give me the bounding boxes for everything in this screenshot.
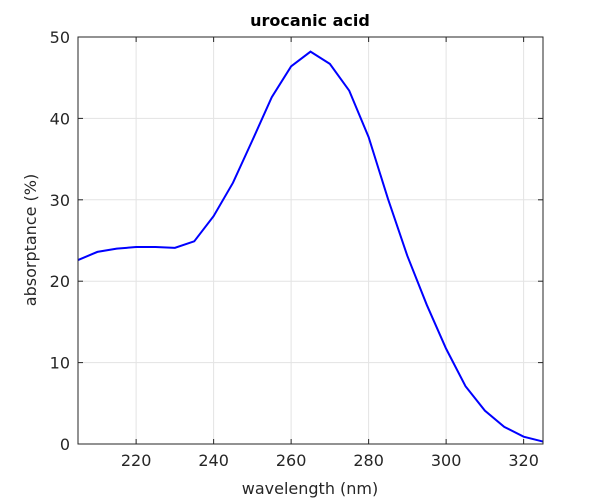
y-tick-label: 30: [50, 191, 70, 210]
axes-box: [77, 36, 544, 445]
x-tick-label: 280: [353, 451, 384, 470]
x-tick-label: 320: [508, 451, 539, 470]
x-tick-label: 240: [198, 451, 229, 470]
y-tick-label: 0: [60, 435, 70, 454]
chart-title: urocanic acid: [250, 11, 370, 30]
y-tick-label: 40: [50, 109, 70, 128]
x-axis-label: wavelength (nm): [242, 479, 379, 498]
y-axis-label: absorptance (%): [21, 174, 40, 306]
x-tick-label: 300: [431, 451, 462, 470]
y-tick-label: 20: [50, 272, 70, 291]
x-tick-label: 220: [121, 451, 152, 470]
plot: [77, 50, 544, 443]
x-tick-label: 260: [276, 451, 307, 470]
y-tick-label: 50: [50, 28, 70, 47]
data-line: [77, 50, 544, 443]
y-tick-label: 10: [50, 354, 70, 373]
